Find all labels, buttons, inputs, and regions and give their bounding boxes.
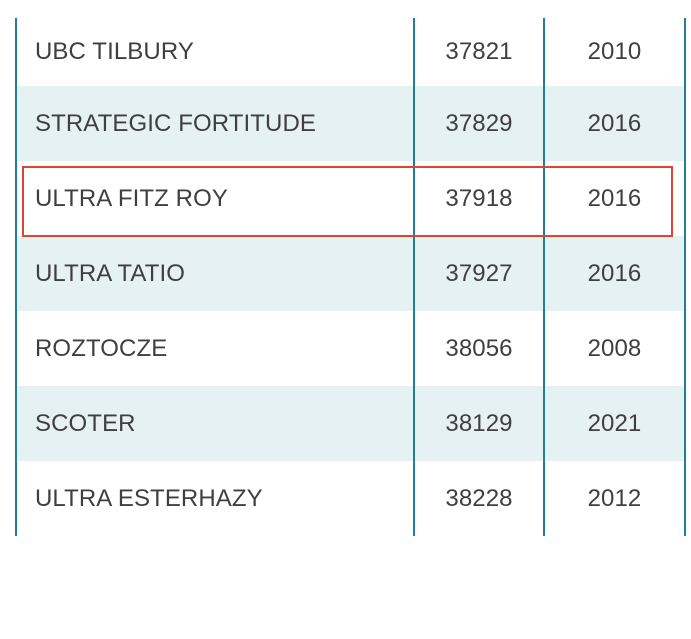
vessel-table: UBC TILBURY 37821 2010 STRATEGIC FORTITU… bbox=[15, 18, 686, 536]
table-row[interactable]: ULTRA ESTERHAZY 38228 2012 bbox=[17, 461, 684, 536]
vessel-year-cell: 2012 bbox=[543, 461, 684, 536]
vessel-name-cell: SCOTER bbox=[35, 409, 136, 437]
vessel-number-cell: 38056 bbox=[413, 311, 543, 386]
table-row[interactable]: ROZTOCZE 38056 2008 bbox=[17, 311, 684, 386]
vessel-name-cell: UBC TILBURY bbox=[35, 38, 194, 65]
vessel-year-cell: 2010 bbox=[543, 18, 684, 86]
vessel-year-cell: 2016 bbox=[543, 161, 684, 236]
vessel-number-cell: 37918 bbox=[413, 161, 543, 236]
vessel-number-cell: 37927 bbox=[413, 236, 543, 311]
vessel-year-cell: 2016 bbox=[543, 236, 684, 311]
vessel-year-cell: 2021 bbox=[543, 386, 684, 461]
vessel-number-cell: 37829 bbox=[413, 86, 543, 161]
table-row[interactable]: UBC TILBURY 37821 2010 bbox=[17, 18, 684, 86]
vessel-name-cell: STRATEGIC FORTITUDE bbox=[35, 109, 317, 137]
vessel-year-cell: 2016 bbox=[543, 86, 684, 161]
vessel-name-cell: ROZTOCZE bbox=[35, 334, 168, 362]
vessel-name-cell: ULTRA FITZ ROY bbox=[35, 184, 228, 212]
table-row[interactable]: ULTRA TATIO 37927 2016 bbox=[17, 236, 684, 311]
table-row[interactable]: STRATEGIC FORTITUDE 37829 2016 bbox=[17, 86, 684, 161]
vessel-name-cell: ULTRA ESTERHAZY bbox=[35, 484, 263, 512]
vessel-number-cell: 37821 bbox=[413, 18, 543, 86]
vessel-number-cell: 38129 bbox=[413, 386, 543, 461]
table-row-selected[interactable]: ULTRA FITZ ROY 37918 2016 bbox=[17, 161, 684, 236]
table-row[interactable]: SCOTER 38129 2021 bbox=[17, 386, 684, 461]
vessel-year-cell: 2008 bbox=[543, 311, 684, 386]
vessel-name-cell: ULTRA TATIO bbox=[35, 259, 186, 287]
vessel-number-cell: 38228 bbox=[413, 461, 543, 536]
